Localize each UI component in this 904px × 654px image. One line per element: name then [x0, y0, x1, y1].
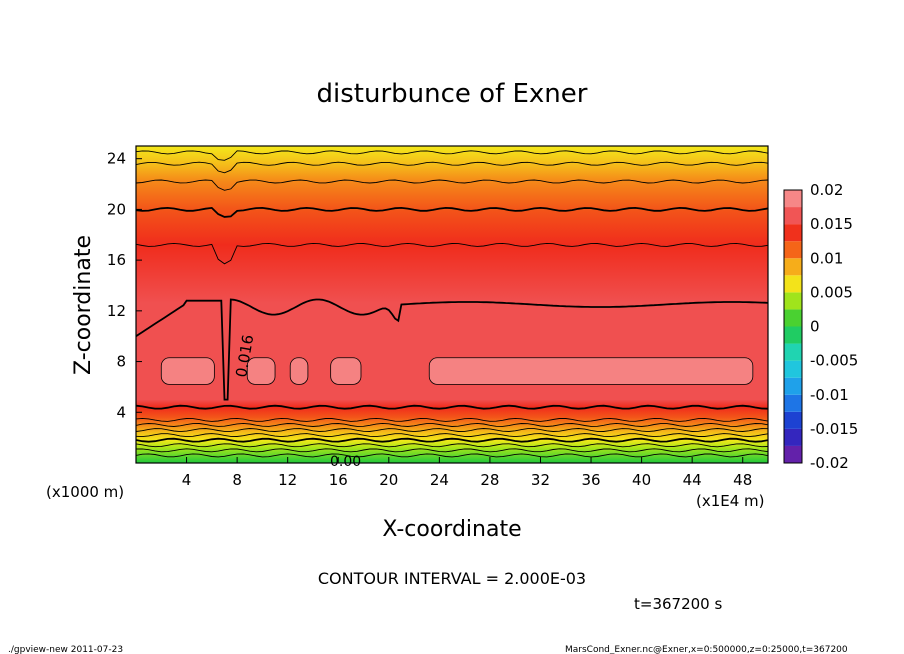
colorbar-bin: [784, 411, 802, 429]
x-tick-label: 24: [430, 471, 449, 489]
colorbar-tick-label: 0.005: [810, 283, 853, 301]
contour-line: [136, 437, 768, 443]
colorbar-bin: [784, 309, 802, 327]
colorbar-tick-label: -0.02: [810, 454, 849, 472]
colorbar-bin: [784, 360, 802, 378]
contour-lines: [136, 150, 768, 458]
colorbar-bin: [784, 275, 802, 293]
colorbar-bin: [784, 445, 802, 463]
colorbar-bin: [784, 377, 802, 395]
x-tick-label: 4: [182, 471, 192, 489]
footer-left: ./gpview-new 2011-07-23: [8, 645, 123, 654]
contour-line: [136, 443, 768, 448]
colorbar-bin: [784, 292, 802, 310]
x-tick-label: 28: [480, 471, 499, 489]
y-axis: 4 8 12 16 20 24: [107, 150, 142, 421]
colorbar-bin: [784, 190, 802, 208]
colorbar-tick-label: -0.01: [810, 386, 849, 404]
y-tick-label: 20: [107, 200, 126, 218]
y-tick-label: 16: [107, 251, 126, 269]
y-tick-label: 4: [116, 403, 126, 421]
colorbar-bin: [784, 224, 802, 242]
contour-region-0018: [428, 357, 754, 385]
plot-frame: [135, 145, 769, 464]
contour-line: [136, 453, 768, 458]
contour-line: [136, 433, 768, 438]
contour-line: [136, 150, 768, 161]
colorbar-bin: [784, 241, 802, 259]
colorbar-tick-label: 0.015: [810, 215, 853, 233]
x-tick-label: 20: [379, 471, 398, 489]
contour-line: [136, 161, 768, 174]
colorbar-tick-label: 0.02: [810, 181, 843, 199]
contour-line: [136, 428, 768, 433]
colorbar: 0.02 0.015 0.01 0.005 0 -0.005 -0.01 -0.015 -0.0…: [783, 181, 858, 472]
contour-line: [136, 179, 768, 191]
x-axis-label: X-coordinate: [382, 517, 521, 542]
x-tick-label: 12: [278, 471, 297, 489]
contour-region-0018: [246, 357, 276, 385]
x-tick-label: 44: [683, 471, 702, 489]
contour-line: [136, 417, 768, 422]
colorbar-tick-label: 0: [810, 318, 820, 336]
contour-region-0018: [160, 357, 215, 385]
contour-line: [136, 404, 768, 410]
x-tick-label: 8: [232, 471, 242, 489]
contour-line: [136, 242, 768, 265]
colorbar-bin: [784, 207, 802, 225]
contour-line: [136, 448, 768, 453]
x-tick-label: 48: [733, 471, 752, 489]
footer-right: MarsCond_Exner.nc@Exner,x=0:500000,z=0:2…: [565, 645, 848, 654]
contour-interval-text: CONTOUR INTERVAL = 2.000E-03: [318, 569, 586, 588]
x-tick-label: 36: [581, 471, 600, 489]
contour-line: [136, 206, 768, 218]
contour-line: [136, 422, 768, 427]
colorbar-bin: [784, 428, 802, 446]
colorbar-tick-label: -0.015: [810, 420, 858, 438]
colorbar-frame: [783, 189, 803, 464]
y-axis-label: Z-coordinate: [71, 235, 96, 375]
x-tick-label: 16: [329, 471, 348, 489]
x-tick-label: 32: [531, 471, 550, 489]
colorbar-tick-label: 0.01: [810, 249, 843, 267]
contour-line-0016: [136, 298, 768, 401]
x-unit-left: (x1000 m): [46, 483, 124, 501]
colorbar-bin: [784, 343, 802, 361]
x-unit-right: (x1E4 m): [696, 492, 765, 510]
colorbar-bin: [784, 394, 802, 412]
colorbar-tick-label: -0.005: [810, 352, 858, 370]
y-tick-label: 12: [107, 302, 126, 320]
plot-area: [136, 146, 768, 463]
x-tick-label: 40: [632, 471, 651, 489]
contour-region-0018: [330, 357, 362, 385]
y-tick-label: 24: [107, 150, 126, 168]
x-axis: 4 8 12 16 20 24 28 32 36 40 44 48: [182, 457, 752, 489]
chart-title: disturbunce of Exner: [317, 79, 588, 109]
high-value-regions: [160, 357, 754, 385]
contour-label-000: 0.00: [330, 454, 361, 470]
colorbar-bin: [784, 258, 802, 276]
contour-region-0018: [289, 357, 309, 385]
y-tick-label: 8: [116, 353, 126, 371]
time-label: t=367200 s: [634, 595, 722, 613]
colorbar-bin: [784, 326, 802, 344]
